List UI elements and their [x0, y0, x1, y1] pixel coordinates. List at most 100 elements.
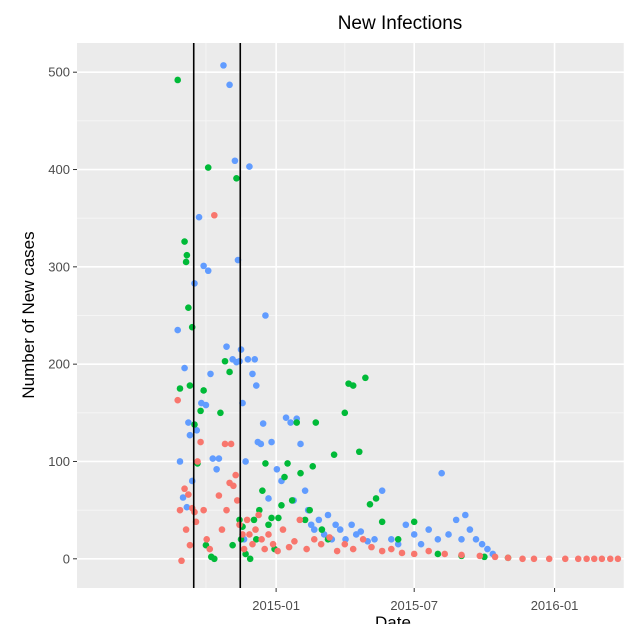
- red-point: [303, 545, 310, 553]
- red-point: [614, 555, 622, 563]
- red-point: [203, 536, 210, 543]
- green-point: [250, 516, 258, 524]
- red-point: [590, 555, 598, 563]
- blue-point: [472, 536, 480, 543]
- x-axis-ticks: 2015-01 2015-07 2016-01: [252, 588, 578, 613]
- red-point: [368, 543, 375, 551]
- green-point: [341, 409, 349, 417]
- green-point: [288, 497, 296, 504]
- blue-point: [183, 503, 191, 511]
- blue-point: [371, 536, 378, 543]
- blue-point: [174, 326, 182, 334]
- red-point: [530, 555, 538, 563]
- series-blue-points: [174, 62, 497, 558]
- green-point: [284, 460, 291, 467]
- green-point: [378, 518, 386, 526]
- blue-point: [200, 262, 207, 270]
- blue-point: [215, 455, 223, 462]
- blue-point: [176, 458, 184, 465]
- blue-point: [445, 531, 452, 538]
- blue-point: [434, 536, 442, 543]
- red-point: [252, 526, 259, 533]
- red-point: [246, 531, 253, 538]
- y-tick-label: 200: [48, 357, 70, 372]
- blue-point: [244, 355, 252, 363]
- green-point: [183, 251, 191, 259]
- red-point: [310, 536, 318, 543]
- red-point: [206, 545, 214, 553]
- green-point: [410, 518, 418, 526]
- red-point: [296, 516, 304, 524]
- red-point: [606, 555, 614, 563]
- green-point: [182, 258, 190, 266]
- green-point: [366, 501, 374, 508]
- green-point: [200, 387, 207, 394]
- green-point: [281, 473, 288, 481]
- green-point: [174, 76, 182, 84]
- blue-point: [186, 431, 194, 439]
- red-point: [178, 557, 185, 565]
- blue-point: [324, 511, 332, 519]
- blue-point: [462, 511, 469, 519]
- blue-point: [231, 157, 239, 165]
- green-point: [176, 385, 184, 392]
- blue-point: [307, 521, 315, 529]
- green-point: [246, 555, 254, 563]
- green-point: [262, 460, 269, 467]
- blue-point: [262, 312, 269, 319]
- red-point: [441, 550, 449, 558]
- blue-point: [185, 419, 192, 426]
- blue-point: [259, 420, 267, 427]
- red-point: [359, 536, 367, 543]
- green-point: [318, 526, 326, 533]
- red-point: [476, 552, 484, 560]
- red-point: [561, 555, 569, 563]
- green-point: [259, 487, 266, 494]
- green-point: [312, 419, 320, 426]
- green-point: [301, 516, 309, 524]
- blue-point: [297, 440, 304, 448]
- red-point: [186, 541, 194, 549]
- blue-point: [252, 382, 260, 389]
- blue-point: [220, 62, 227, 69]
- red-point: [291, 537, 298, 545]
- x-tick-label: 2015-01: [252, 598, 300, 613]
- red-point: [341, 540, 349, 548]
- blue-point: [402, 521, 410, 529]
- red-point: [243, 516, 251, 524]
- red-point: [519, 555, 526, 563]
- red-point: [255, 511, 262, 519]
- blue-point: [378, 487, 386, 494]
- red-point: [223, 506, 230, 514]
- green-point: [349, 382, 357, 389]
- green-point: [197, 407, 204, 415]
- blue-point: [195, 213, 203, 221]
- blue-point: [179, 494, 187, 501]
- green-point: [252, 536, 260, 543]
- y-tick-label: 0: [63, 551, 70, 566]
- red-point: [194, 458, 201, 465]
- y-tick-label: 300: [48, 259, 70, 274]
- blue-point: [249, 370, 256, 378]
- red-point: [232, 471, 239, 479]
- blue-point: [310, 526, 318, 533]
- blue-point: [257, 440, 265, 448]
- red-point: [326, 534, 333, 541]
- red-point: [388, 545, 395, 553]
- red-point: [410, 550, 418, 558]
- green-point: [185, 304, 192, 312]
- blue-point: [348, 521, 355, 529]
- blue-point: [193, 427, 201, 434]
- green-point: [186, 382, 194, 389]
- green-point: [268, 514, 275, 522]
- green-point: [181, 238, 188, 245]
- blue-point: [273, 465, 281, 473]
- red-point: [200, 506, 207, 514]
- blue-point: [246, 163, 253, 170]
- red-point: [349, 545, 357, 553]
- blue-point: [484, 545, 491, 553]
- blue-point: [181, 364, 188, 372]
- blue-point: [336, 526, 344, 533]
- blue-point: [452, 516, 460, 524]
